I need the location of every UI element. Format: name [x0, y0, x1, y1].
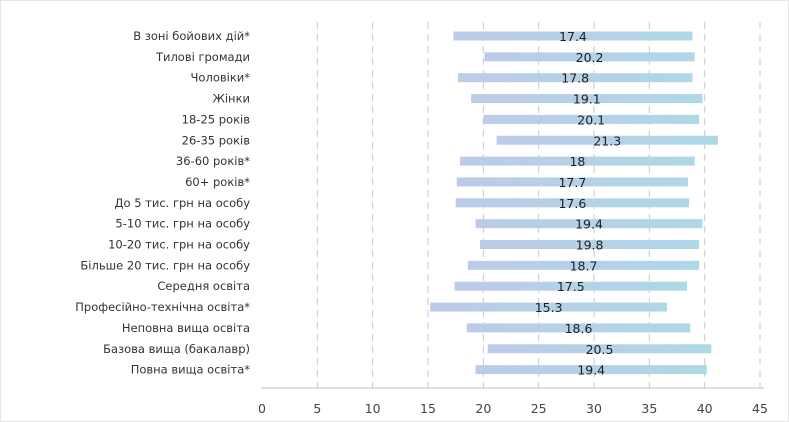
data-label: 21.3 — [593, 133, 621, 148]
bar — [484, 52, 695, 62]
x-tick-label: 5 — [313, 401, 321, 416]
category-label: 10-20 тис. грн на особу — [108, 238, 250, 252]
bar — [496, 135, 718, 145]
category-label: Повна вища освіта* — [131, 363, 251, 377]
x-tick-label: 0 — [258, 401, 266, 416]
bar — [480, 240, 700, 249]
data-label: 18 — [569, 154, 585, 169]
data-label: 20.5 — [586, 342, 614, 357]
category-label: 18-25 років — [182, 112, 251, 126]
category-label: 36-60 років* — [176, 154, 250, 168]
category-label: До 5 тис. грн на особу — [115, 196, 251, 210]
category-label: Тилові громади — [155, 50, 250, 64]
x-tick-label: 45 — [752, 401, 768, 416]
data-label: 17.5 — [557, 279, 585, 294]
bar — [453, 31, 693, 41]
data-label: 17.7 — [558, 175, 586, 190]
x-tick-label: 30 — [586, 401, 602, 416]
data-label: 20.2 — [576, 50, 604, 65]
bar — [455, 198, 690, 208]
data-label: 17.6 — [558, 196, 586, 211]
data-labels: 17.4 20.2 17.8 19.1 20.1 21.3 18 17.7 17.6 19.4 19… — [535, 29, 621, 378]
bars — [430, 31, 718, 375]
data-label: 17.4 — [559, 29, 587, 44]
bar — [457, 73, 693, 83]
bar — [430, 302, 668, 312]
data-label: 19.4 — [575, 217, 603, 232]
category-label: Чоловіки* — [191, 71, 251, 85]
bar — [483, 114, 700, 124]
data-label: 18.7 — [570, 258, 598, 273]
data-label: 19.8 — [576, 238, 604, 253]
x-axis: 0 5 10 15 20 25 30 35 40 45 — [258, 387, 768, 416]
bar — [454, 281, 687, 291]
category-labels: В зоні бойових дій* Тилові громади Чоловік… — [75, 29, 250, 377]
category-label: Неповна вища освіта — [122, 321, 250, 335]
x-tick-label: 15 — [420, 401, 436, 416]
data-label: 19.1 — [573, 92, 601, 107]
category-label: Професійно-технічна освіта* — [75, 300, 250, 314]
bar — [456, 177, 689, 187]
bar — [475, 219, 703, 229]
category-label: Базова вища (бакалавр) — [103, 342, 250, 356]
data-label: 20.1 — [577, 112, 605, 127]
bar — [460, 156, 695, 166]
category-label: 5-10 тис. грн на особу — [115, 217, 250, 231]
category-label: Середня освіта — [157, 279, 250, 293]
category-label: Жінки — [212, 92, 250, 106]
category-label: 26-35 років — [182, 133, 251, 147]
category-label: В зоні бойових дій* — [133, 29, 250, 43]
data-label: 15.3 — [535, 300, 563, 315]
x-tick-label: 20 — [475, 401, 491, 416]
x-tick-label: 10 — [365, 401, 381, 416]
x-tick-label: 35 — [641, 401, 657, 416]
bar — [471, 94, 703, 104]
x-tick-label: 25 — [531, 401, 547, 416]
category-label: Більше 20 тис. грн на особу — [80, 258, 250, 272]
data-label: 18.6 — [565, 321, 593, 336]
bar — [475, 365, 707, 375]
category-label: 60+ років* — [185, 175, 250, 189]
x-tick-label: 40 — [697, 401, 713, 416]
data-label: 19.4 — [577, 363, 605, 378]
bar — [467, 260, 700, 270]
bar — [487, 344, 712, 354]
bar — [466, 323, 691, 333]
data-label: 17.8 — [561, 71, 589, 86]
